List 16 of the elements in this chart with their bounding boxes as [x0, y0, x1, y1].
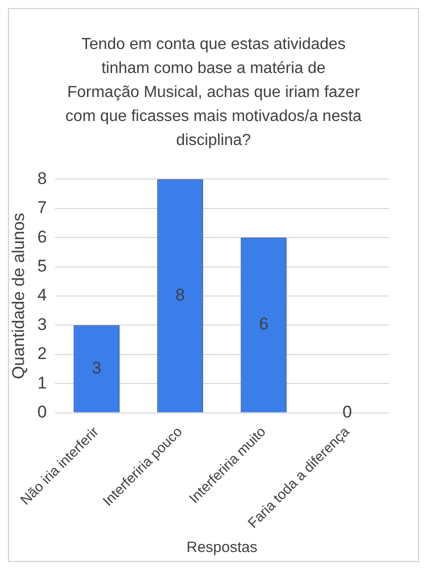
y-tick-label: 3 — [37, 314, 47, 334]
y-tick-label: 0 — [37, 402, 47, 422]
data-label: 6 — [258, 314, 268, 334]
y-tick-label: 4 — [37, 286, 47, 305]
y-axis-title: Quantidade de alunos — [8, 212, 28, 380]
y-tick-label: 1 — [37, 373, 47, 392]
data-label: 8 — [175, 285, 185, 304]
chart-title: Tendo em conta que estas atividades tinham como base a matéria de Formação Musical, achas que iriam fazer com que ficasses mais motivados/a nesta disciplina? — [64, 35, 363, 151]
y-tick-label: 8 — [37, 168, 47, 188]
y-tick-label: 7 — [37, 198, 47, 218]
data-label: 0 — [342, 402, 352, 422]
y-tick-label: 6 — [37, 227, 47, 246]
y-tick-label: 2 — [37, 344, 47, 364]
data-label: 3 — [92, 358, 102, 378]
x-axis-title: Respostas — [186, 539, 258, 556]
y-tick-label: 5 — [37, 256, 47, 276]
